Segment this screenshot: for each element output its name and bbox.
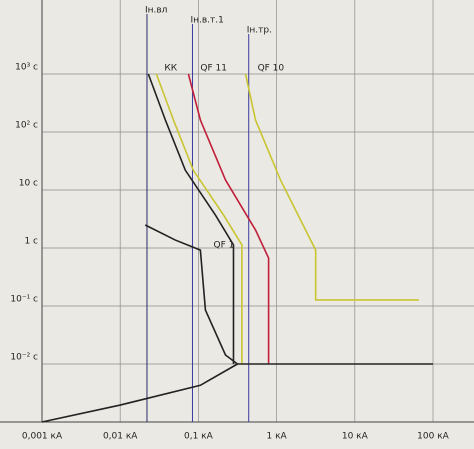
series-line (244, 73, 419, 301)
x-tick-label: 0,01 кА (103, 432, 138, 442)
y-tick-label: 10³ с (15, 63, 38, 73)
series-label: QF 11 (200, 64, 227, 74)
series-line (187, 73, 270, 364)
y-tick-label: 10⁻¹ с (10, 295, 38, 305)
series-line (147, 73, 235, 364)
series-line (155, 73, 243, 364)
y-tick-label: 1 с (24, 237, 38, 247)
x-tick-label: 0,1 кА (184, 432, 214, 442)
x-tick-label: 10 кА (342, 432, 369, 442)
reference-label: Iн.в.т.1 (190, 16, 223, 26)
x-tick-label: 1 кА (267, 432, 288, 442)
series-label: QF 10 (258, 64, 285, 74)
series-label: КК (164, 64, 177, 74)
y-tick-label: 10 с (19, 179, 38, 189)
reference-label: Iн.вл (145, 6, 167, 16)
x-tick-label: 0,001 кА (22, 432, 63, 442)
series-line (144, 224, 433, 365)
x-tick-label: 100 кА (417, 432, 449, 442)
series-label: QF 1 (213, 240, 234, 250)
reference-label: Iн.тр. (247, 26, 272, 36)
series-line (41, 363, 238, 423)
y-tick-label: 10⁻² с (10, 353, 38, 363)
y-tick-label: 10² с (15, 121, 38, 131)
